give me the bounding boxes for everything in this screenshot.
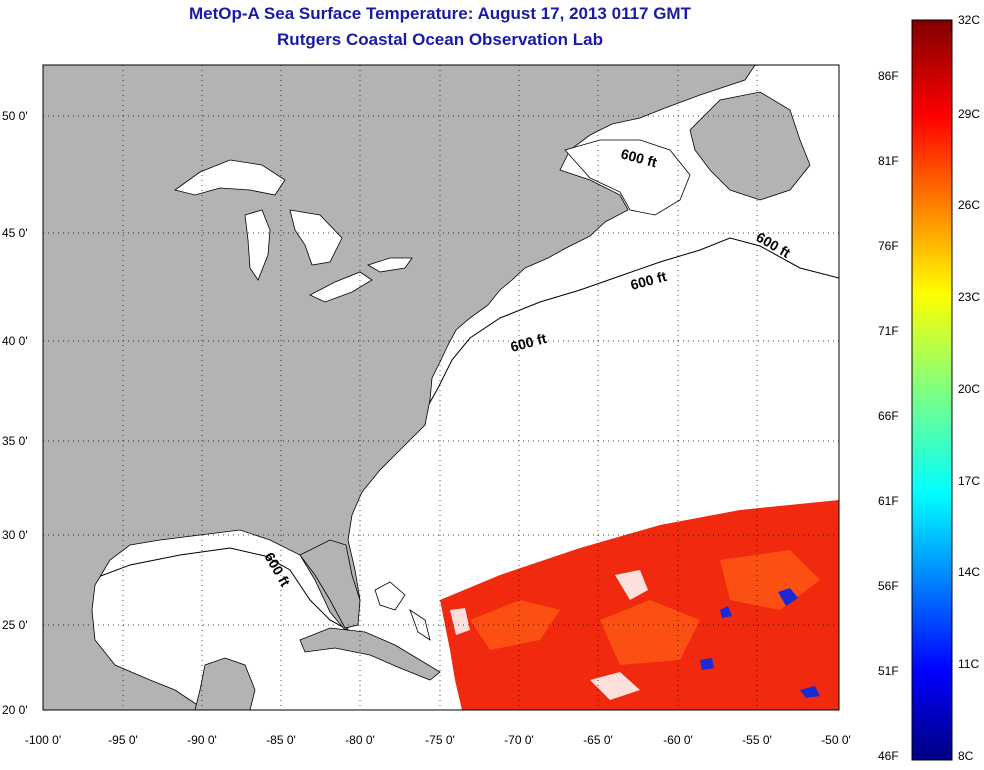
fahrenheit-label: 81F <box>878 154 899 168</box>
lake-erie <box>309 271 373 303</box>
y-tick-label: 50 0' <box>2 109 28 123</box>
celsius-label: 8C <box>958 749 974 763</box>
y-axis: 50 0' 45 0' 40 0' 35 0' 30 0' 25 0' 20 0… <box>2 109 28 717</box>
newfoundland <box>689 91 811 201</box>
yucatan <box>194 657 256 710</box>
gulf-st-lawrence <box>564 139 691 216</box>
lake-huron <box>289 209 343 266</box>
celsius-label: 11C <box>958 657 979 671</box>
x-tick-label: -70 0' <box>504 733 534 747</box>
y-tick-label: 25 0' <box>2 618 28 632</box>
y-tick-label: 45 0' <box>2 226 28 240</box>
celsius-label: 32C <box>958 13 980 27</box>
fahrenheit-label: 46F <box>878 749 899 763</box>
sst-swath-cloud <box>450 570 648 700</box>
sst-swath-cool-spots <box>700 588 820 698</box>
celsius-label: 29C <box>958 107 980 121</box>
map-frame <box>42 64 840 711</box>
bahamas <box>374 581 431 641</box>
x-tick-label: -55 0' <box>742 733 772 747</box>
x-tick-label: -75 0' <box>425 733 455 747</box>
y-tick-label: 40 0' <box>2 334 28 348</box>
x-tick-label: -80 0' <box>345 733 375 747</box>
celsius-label: 17C <box>958 474 980 488</box>
shelf-contour <box>419 237 839 421</box>
fahrenheit-label: 56F <box>878 579 899 593</box>
x-tick-label: -100 0' <box>25 733 61 747</box>
fahrenheit-label: 66F <box>878 409 899 423</box>
map-title: MetOp-A Sea Surface Temperature: August … <box>189 4 691 23</box>
fahrenheit-label: 76F <box>878 239 899 253</box>
fahrenheit-label: 51F <box>878 664 899 678</box>
lake-superior <box>174 159 286 196</box>
x-tick-label: -65 0' <box>583 733 613 747</box>
map-subtitle: Rutgers Coastal Ocean Observation Lab <box>277 30 603 49</box>
celsius-label: 26C <box>958 198 980 212</box>
x-axis: -100 0' -95 0' -90 0' -85 0' -80 0' -75 … <box>25 733 851 747</box>
fahrenheit-label: 61F <box>878 494 899 508</box>
celsius-label: 23C <box>958 290 980 304</box>
florida-peninsula <box>299 539 361 629</box>
x-tick-label: -90 0' <box>187 733 217 747</box>
gulf-shelf-contour <box>59 547 353 633</box>
sst-swath-warm-patches <box>470 550 820 665</box>
lake-michigan <box>244 209 271 281</box>
celsius-label: 14C <box>958 565 980 579</box>
cuba <box>299 627 441 681</box>
colorbar <box>911 19 953 761</box>
lake-ontario <box>367 257 413 273</box>
y-tick-label: 30 0' <box>2 528 28 542</box>
fahrenheit-label: 71F <box>878 324 899 338</box>
x-tick-label: -95 0' <box>108 733 138 747</box>
x-tick-label: -85 0' <box>266 733 296 747</box>
colorbar-fahrenheit-labels: 86F 81F 76F 71F 66F 61F 56F 51F 46F <box>878 69 899 763</box>
y-tick-label: 20 0' <box>2 703 28 717</box>
x-tick-label: -50 0' <box>821 733 851 747</box>
north-america-land <box>43 65 756 710</box>
colorbar-celsius-labels: 32C 29C 26C 23C 20C 17C 14C 11C 8C <box>958 13 980 763</box>
fahrenheit-label: 86F <box>878 69 899 83</box>
y-tick-label: 35 0' <box>2 434 28 448</box>
x-tick-label: -60 0' <box>663 733 693 747</box>
celsius-label: 20C <box>958 382 980 396</box>
